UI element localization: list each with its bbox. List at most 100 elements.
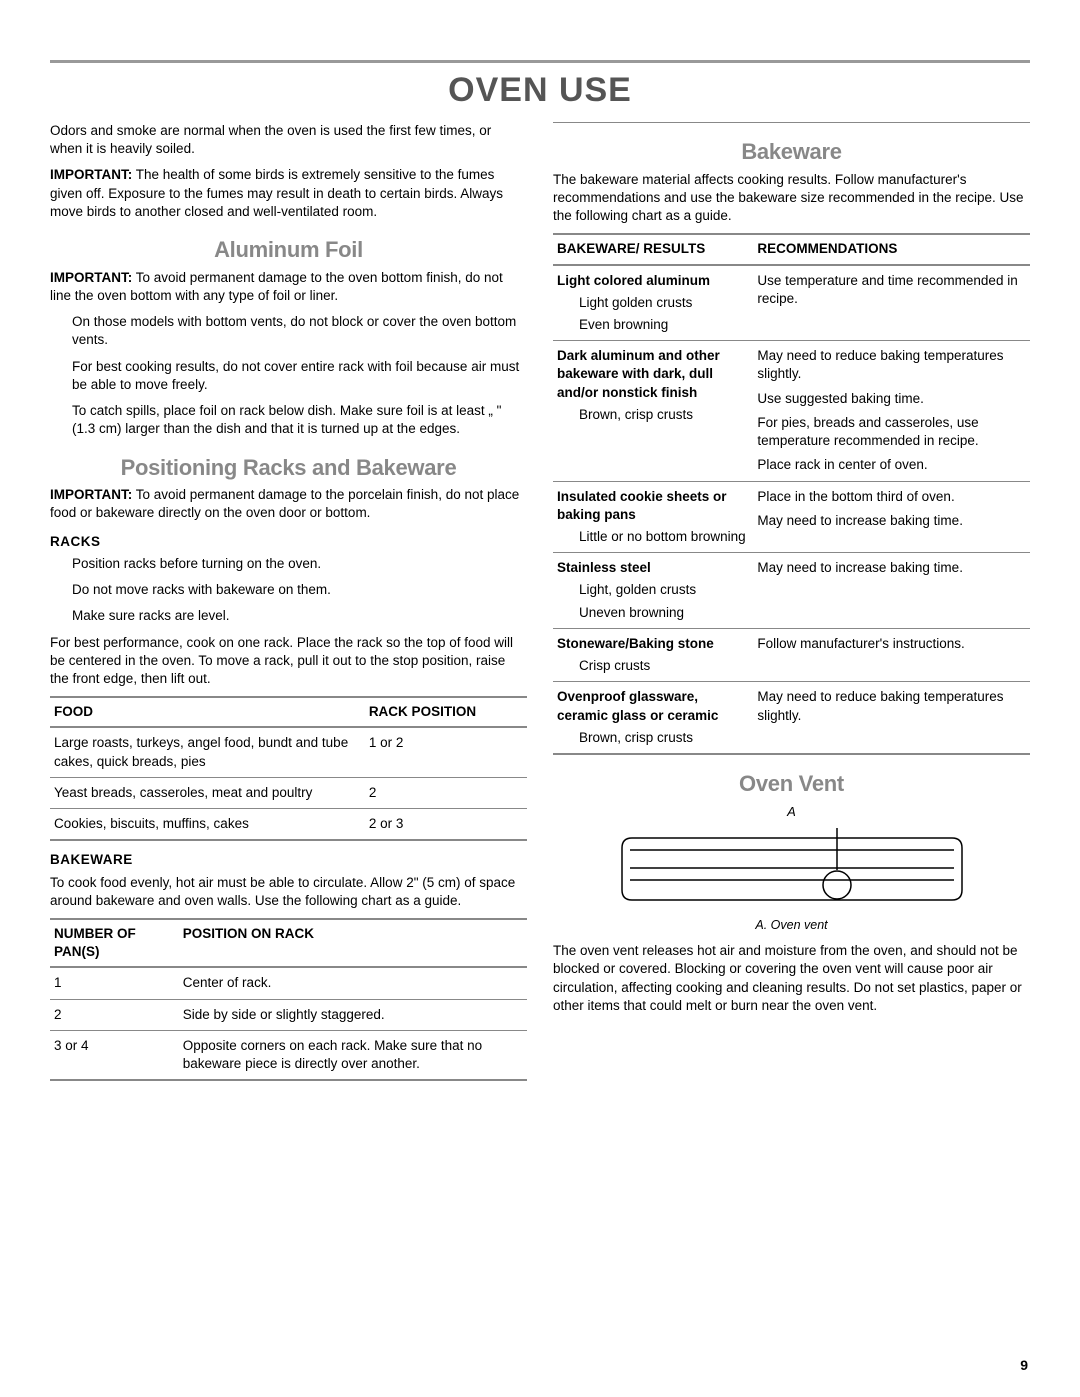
- table-cell: Yeast breads, casseroles, meat and poult…: [50, 777, 365, 808]
- bakeware-sub: Uneven browning: [557, 604, 749, 622]
- intro-important: IMPORTANT: The health of some birds is e…: [50, 166, 527, 221]
- top-rule: [50, 60, 1030, 63]
- main-title: OVEN USE: [50, 71, 1030, 110]
- food-rack-table: FOOD RACK POSITION Large roasts, turkeys…: [50, 696, 527, 841]
- table-cell: Follow manufacturer's instructions.: [753, 628, 1030, 681]
- table-header: RECOMMENDATIONS: [753, 234, 1030, 264]
- table-row: Cookies, biscuits, muffins, cakes 2 or 3: [50, 809, 527, 841]
- list-item: On those models with bottom vents, do no…: [72, 313, 527, 349]
- bakeware-name: Stainless steel: [557, 560, 651, 575]
- table-header: FOOD: [50, 697, 365, 727]
- bakeware-para: To cook food evenly, hot air must be abl…: [50, 874, 527, 910]
- bakeware-name: Light colored aluminum: [557, 273, 710, 288]
- left-column: Odors and smoke are normal when the oven…: [50, 122, 527, 1091]
- bakeware-intro: The bakeware material affects cooking re…: [553, 171, 1030, 226]
- important-label: IMPORTANT:: [50, 487, 132, 502]
- table-row: Insulated cookie sheets or baking pans L…: [553, 481, 1030, 553]
- table-cell: May need to increase baking time.: [753, 553, 1030, 629]
- figure-caption: A. Oven vent: [553, 917, 1030, 934]
- oven-vent-para: The oven vent releases hot air and moist…: [553, 942, 1030, 1015]
- table-cell: Large roasts, turkeys, angel food, bundt…: [50, 727, 365, 777]
- table-header: NUMBER OF PAN(S): [50, 919, 179, 967]
- racks-bullets: Position racks before turning on the ove…: [50, 555, 527, 626]
- list-item: Do not move racks with bakeware on them.: [72, 581, 527, 599]
- bakeware-sub: Crisp crusts: [557, 657, 749, 675]
- bakeware-sub: Brown, crisp crusts: [557, 406, 749, 424]
- positioning-important: IMPORTANT: To avoid permanent damage to …: [50, 486, 527, 522]
- recommendation: May need to reduce baking temperatures s…: [757, 347, 1026, 383]
- table-cell: Side by side or slightly staggered.: [179, 999, 527, 1030]
- table-cell: Place in the bottom third of oven. May n…: [753, 481, 1030, 553]
- table-row: 2 Side by side or slightly staggered.: [50, 999, 527, 1030]
- table-row: Dark aluminum and other bakeware with da…: [553, 341, 1030, 481]
- table-cell: Stoneware/Baking stone Crisp crusts: [553, 628, 753, 681]
- table-row: Large roasts, turkeys, angel food, bundt…: [50, 727, 527, 777]
- bakeware-name: Insulated cookie sheets or baking pans: [557, 489, 727, 522]
- recommendation: Use suggested baking time.: [757, 390, 1026, 408]
- oven-vent-illustration: [612, 820, 972, 910]
- table-cell: Use temperature and time recommended in …: [753, 265, 1030, 341]
- table-row: 1 Center of rack.: [50, 967, 527, 999]
- column-top-divider: [553, 122, 1030, 123]
- table-cell: Light colored aluminum Light golden crus…: [553, 265, 753, 341]
- table-cell: Cookies, biscuits, muffins, cakes: [50, 809, 365, 841]
- recommendation: For pies, breads and casseroles, use tem…: [757, 414, 1026, 450]
- recommendation: Use temperature and time recommended in …: [757, 273, 1017, 306]
- table-cell: 2 or 3: [365, 809, 527, 841]
- table-cell: Center of rack.: [179, 967, 527, 999]
- aluminum-foil-bullets: On those models with bottom vents, do no…: [50, 313, 527, 438]
- table-row: 3 or 4 Opposite corners on each rack. Ma…: [50, 1030, 527, 1080]
- list-item: Position racks before turning on the ove…: [72, 555, 527, 573]
- table-cell: May need to reduce baking temperatures s…: [753, 682, 1030, 754]
- table-cell: May need to reduce baking temperatures s…: [753, 341, 1030, 481]
- right-column: Bakeware The bakeware material affects c…: [553, 122, 1030, 1091]
- recommendation: Follow manufacturer's instructions.: [757, 636, 964, 651]
- list-item: Make sure racks are level.: [72, 607, 527, 625]
- table-cell: Opposite corners on each rack. Make sure…: [179, 1030, 527, 1080]
- important-label: IMPORTANT:: [50, 167, 132, 182]
- recommendation: May need to reduce baking temperatures s…: [757, 689, 1003, 722]
- page: OVEN USE Odors and smoke are normal when…: [0, 0, 1080, 1397]
- bakeware-section-heading: Bakeware: [553, 137, 1030, 167]
- list-item: To catch spills, place foil on rack belo…: [72, 402, 527, 438]
- bakeware-name: Stoneware/Baking stone: [557, 636, 714, 651]
- recommendation: Place rack in center of oven.: [757, 456, 1026, 474]
- table-cell: Stainless steel Light, golden crusts Une…: [553, 553, 753, 629]
- bakeware-sub: Light golden crusts: [557, 294, 749, 312]
- recommendation: May need to increase baking time.: [757, 560, 963, 575]
- oven-vent-heading: Oven Vent: [553, 769, 1030, 799]
- bakeware-sub: Little or no bottom browning: [557, 528, 749, 546]
- aluminum-foil-heading: Aluminum Foil: [50, 235, 527, 265]
- table-header: POSITION ON RACK: [179, 919, 527, 967]
- recommendation: May need to increase baking time.: [757, 512, 1026, 530]
- table-cell: Dark aluminum and other bakeware with da…: [553, 341, 753, 481]
- bakeware-subheading: BAKEWARE: [50, 851, 527, 869]
- list-item: For best cooking results, do not cover e…: [72, 358, 527, 394]
- table-cell: 3 or 4: [50, 1030, 179, 1080]
- racks-subheading: RACKS: [50, 533, 527, 551]
- table-row: Stainless steel Light, golden crusts Une…: [553, 553, 1030, 629]
- bakeware-sub: Even browning: [557, 316, 749, 334]
- bakeware-sub: Light, golden crusts: [557, 581, 749, 599]
- figure-label-a: A: [553, 803, 1030, 821]
- bakeware-sub: Brown, crisp crusts: [557, 729, 749, 747]
- two-column-layout: Odors and smoke are normal when the oven…: [50, 122, 1030, 1091]
- table-header: BAKEWARE/ RESULTS: [553, 234, 753, 264]
- intro-para-1: Odors and smoke are normal when the oven…: [50, 122, 527, 158]
- important-label: IMPORTANT:: [50, 270, 132, 285]
- table-cell: 1 or 2: [365, 727, 527, 777]
- page-number: 9: [1020, 1357, 1028, 1373]
- pan-position-table: NUMBER OF PAN(S) POSITION ON RACK 1 Cent…: [50, 918, 527, 1081]
- bakeware-name: Dark aluminum and other bakeware with da…: [557, 348, 720, 399]
- table-cell: 2: [365, 777, 527, 808]
- bakeware-name: Ovenproof glassware, ceramic glass or ce…: [557, 689, 718, 722]
- table-cell: 2: [50, 999, 179, 1030]
- table-cell: Ovenproof glassware, ceramic glass or ce…: [553, 682, 753, 754]
- table-row: Yeast breads, casseroles, meat and poult…: [50, 777, 527, 808]
- aluminum-foil-important: IMPORTANT: To avoid permanent damage to …: [50, 269, 527, 305]
- oven-vent-figure: A: [553, 803, 1030, 916]
- table-row: Stoneware/Baking stone Crisp crusts Foll…: [553, 628, 1030, 681]
- bakeware-results-table: BAKEWARE/ RESULTS RECOMMENDATIONS Light …: [553, 233, 1030, 755]
- table-cell: Insulated cookie sheets or baking pans L…: [553, 481, 753, 553]
- table-cell: 1: [50, 967, 179, 999]
